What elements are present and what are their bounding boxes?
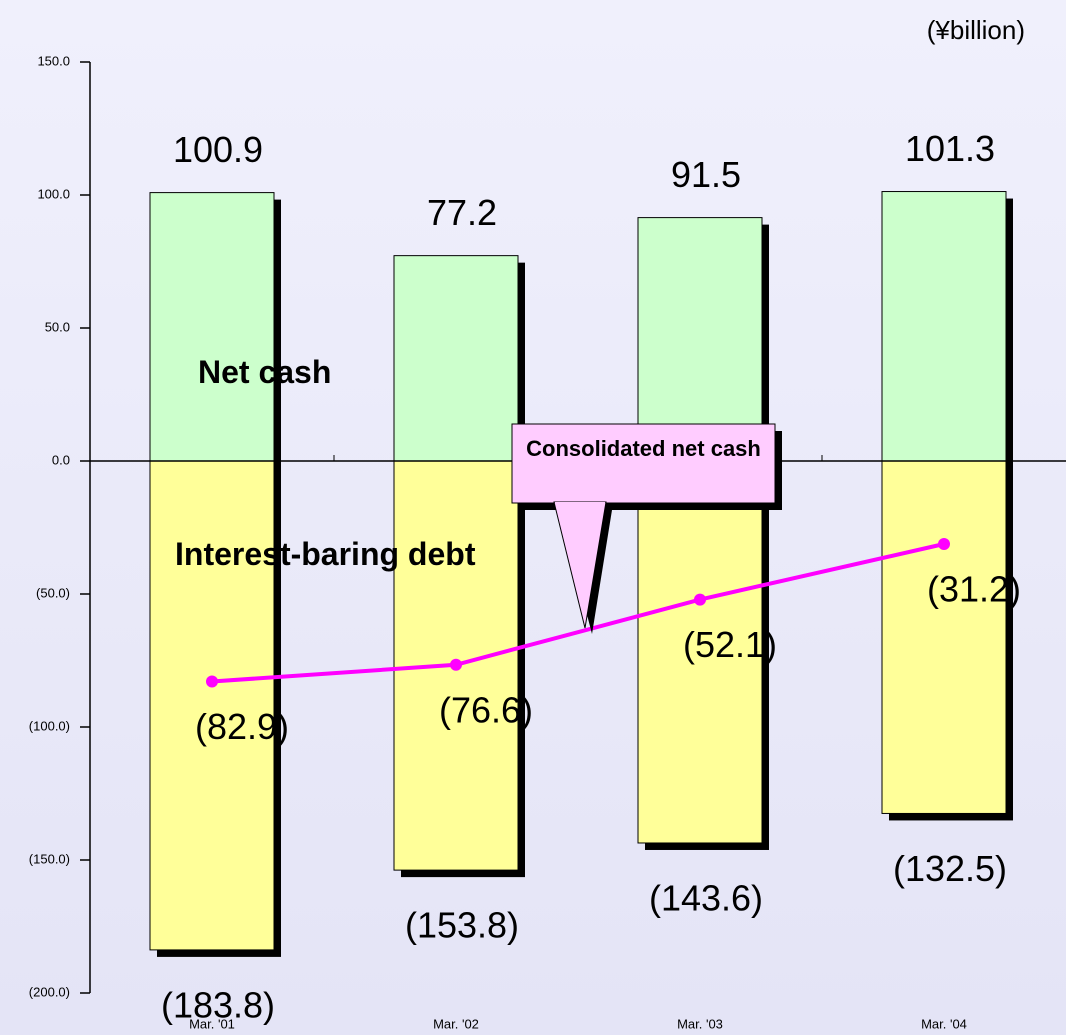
data-label: 100.9 xyxy=(173,129,263,170)
line xyxy=(211,542,945,684)
debt-label: Interest-baring debt xyxy=(175,536,476,572)
y-tick-label: (50.0) xyxy=(36,585,70,600)
bar xyxy=(881,191,1007,462)
y-tick-label: 0.0 xyxy=(52,452,70,467)
bar xyxy=(637,217,763,462)
y-tick-label: (150.0) xyxy=(29,851,70,866)
callout xyxy=(511,423,776,504)
bar xyxy=(149,460,275,951)
line-point xyxy=(694,593,706,606)
line-point xyxy=(450,658,462,671)
callout-label: Consolidated net cash xyxy=(526,436,761,461)
data-label: (183.8) xyxy=(161,984,275,1025)
data-label: (76.6) xyxy=(439,689,533,730)
bar xyxy=(149,192,275,462)
bar xyxy=(881,460,1007,814)
bar xyxy=(637,460,763,844)
data-label: (31.2) xyxy=(927,569,1021,610)
y-tick-label: 50.0 xyxy=(45,319,70,334)
data-label: 101.3 xyxy=(905,128,995,169)
data-label: (132.5) xyxy=(893,848,1007,889)
data-label: 77.2 xyxy=(427,192,497,233)
data-label: (52.1) xyxy=(683,624,777,665)
y-tick-label: (200.0) xyxy=(29,984,70,999)
data-label: (153.8) xyxy=(405,905,519,946)
x-tick-label: Mar. '01 xyxy=(189,1016,235,1031)
y-tick-label: 100.0 xyxy=(37,186,70,201)
unit-label: (¥billion) xyxy=(927,15,1025,45)
x-tick-label: Mar. '03 xyxy=(677,1016,723,1031)
data-label: (82.9) xyxy=(195,706,289,747)
x-tick-label: Mar. '04 xyxy=(921,1016,967,1031)
data-label: 91.5 xyxy=(671,154,741,195)
line-point xyxy=(938,537,950,550)
net-cash-label: Net cash xyxy=(198,354,332,390)
data-label: (143.6) xyxy=(649,877,763,918)
y-tick-label: 150.0 xyxy=(37,53,70,68)
bar xyxy=(393,255,519,462)
y-tick-label: (100.0) xyxy=(29,718,70,733)
x-tick-label: Mar. '02 xyxy=(433,1016,479,1031)
line-point xyxy=(206,675,218,688)
